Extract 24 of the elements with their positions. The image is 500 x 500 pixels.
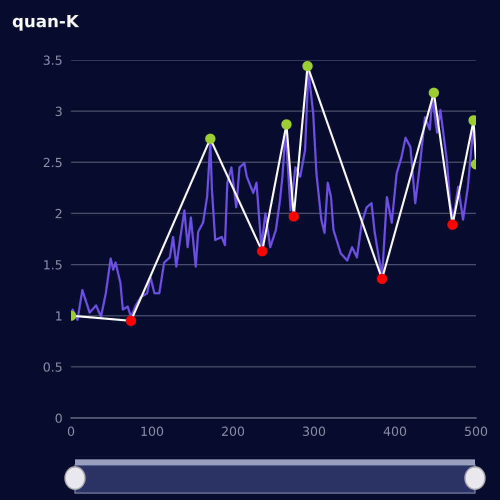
x-tick-label: 100 [141,426,164,436]
y-tick-label: 0.5 [44,362,62,372]
point [257,246,268,256]
x-tick-label: 500 [465,426,488,436]
y-tick-label: 2 [56,208,62,218]
x-tick-label: 400 [384,426,406,436]
point [281,119,292,130]
y-tick-label: 3 [56,106,62,116]
point [302,60,313,72]
x-tick-label: 0 [68,426,74,436]
y-tick-label: 2.5 [44,158,62,168]
x-tick-label: 300 [303,426,326,436]
point [376,274,388,284]
x-tick-label: 200 [222,426,244,436]
point [447,220,458,230]
y-tick-label: 3.5 [44,55,62,65]
point [126,316,136,326]
point [205,134,216,144]
point [428,88,440,98]
point [288,211,299,222]
y-tick-label: 1.5 [44,260,62,270]
y-tick-label: 0 [56,413,62,423]
y-tick-label: 1 [56,311,62,320]
chart-title: quan-K [12,14,80,31]
